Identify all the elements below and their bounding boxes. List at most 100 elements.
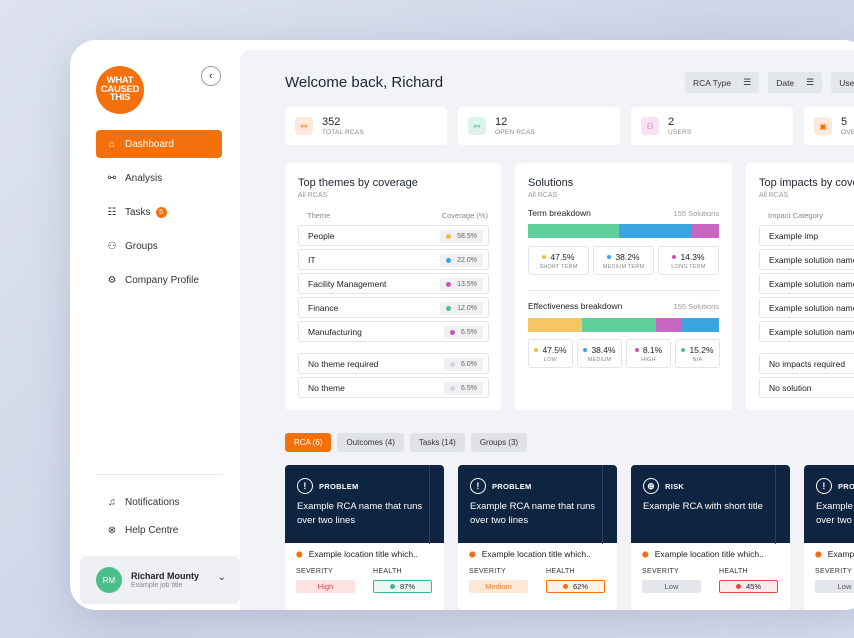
stat-icon: ⚇ <box>641 117 659 135</box>
sidebar-item-groups[interactable]: ⚇ Groups <box>96 232 222 260</box>
impact-row[interactable]: No impacts required <box>759 353 854 374</box>
coverage-pill: 12.0% <box>440 302 483 315</box>
impact-row[interactable]: Example solution name <box>759 249 854 270</box>
user-menu[interactable]: RM Richard Mounty Example job title ⌄ <box>80 556 240 604</box>
problem-icon: ! <box>297 478 313 494</box>
theme-row[interactable]: Finance 12.0% <box>298 297 489 318</box>
impact-name: Example solution name <box>769 254 854 265</box>
coverage-pill: 22.0% <box>440 254 483 267</box>
bottom-nav: ♫ Notifications ⊗ Help Centre <box>96 488 222 544</box>
filter-user[interactable]: User <box>831 72 854 93</box>
chevron-down-icon[interactable]: ⌄ <box>217 572 226 583</box>
impact-name: Example solution name <box>769 326 854 337</box>
sidebar-item-label: Groups <box>125 240 158 252</box>
rca-location: Example location title which.. <box>827 549 854 559</box>
health-value: 45% <box>745 582 761 591</box>
collapse-sidebar-button[interactable]: ‹ <box>201 66 221 86</box>
impact-row[interactable]: Example solution name <box>759 297 854 318</box>
filter-bar: RCA Type ☰ Date ☰ User <box>685 72 854 93</box>
rca-card[interactable]: ⊕ RISK Example RCA with short title ⬤ Exampl… <box>631 465 790 610</box>
rca-card[interactable]: ! PROBLEM Example RCA name that runs over … <box>804 465 854 610</box>
impact-name: Example imp <box>769 230 819 241</box>
effectiveness-bar <box>528 318 719 332</box>
legend-dot <box>681 347 686 352</box>
tab-outcomes[interactable]: Outcomes (4) <box>337 433 404 452</box>
sidebar-item-label: Analysis <box>125 172 163 184</box>
tab-tasks[interactable]: Tasks (14) <box>409 433 465 452</box>
health-badge: 62% <box>546 580 605 593</box>
brand-logo[interactable]: WHAT CAUSED THIS <box>96 66 144 114</box>
sidebar-item-dashboard[interactable]: ⌂ Dashboard <box>96 130 222 158</box>
avatar: RM <box>96 567 122 593</box>
groups-icon: ⚇ <box>107 240 117 252</box>
health-label: HEALTH <box>373 568 402 575</box>
severity-label: SEVERITY <box>469 568 507 575</box>
coverage-pill: 6.0% <box>444 358 483 371</box>
theme-row[interactable]: No theme 6.5% <box>298 377 489 398</box>
tab-groups[interactable]: Groups (3) <box>470 433 528 452</box>
tab-rca[interactable]: RCA (6) <box>285 433 332 452</box>
rca-card[interactable]: ! PROBLEM Example RCA name that runs over … <box>458 465 617 610</box>
theme-row[interactable]: Facility Management 13.5% <box>298 273 489 294</box>
coverage-value: 12.0% <box>457 305 477 312</box>
impact-name: Example solution name <box>769 302 854 313</box>
rca-type: PROBLEM <box>838 481 854 491</box>
home-icon: ⌂ <box>108 138 116 150</box>
legend-item: 38.4% MEDIUM <box>577 339 622 368</box>
legend-dot <box>542 254 547 259</box>
themes-card: Top themes by coverage All RCAS Theme Co… <box>285 163 501 410</box>
effectiveness-solution-count: 155 Solutions <box>673 302 719 311</box>
impact-column-header: Impact Category <box>768 211 824 220</box>
tasks-count-badge: 5 <box>155 206 167 218</box>
theme-row[interactable]: No theme required 6.0% <box>298 353 489 374</box>
health-value: 87% <box>399 582 415 591</box>
sidebar-item-tasks[interactable]: ☷ Tasks 5 <box>96 198 222 226</box>
rca-card[interactable]: ! PROBLEM Example RCA name that runs over … <box>285 465 444 610</box>
rca-title: Example RCA name that runs over two line… <box>297 501 423 526</box>
color-dot <box>446 282 452 287</box>
sidebar: WHAT CAUSED THIS ‹ ⌂ Dashboard ⚯ Analysis ☷ T… <box>70 40 240 610</box>
sidebar-item-help-centre[interactable]: ⊗ Help Centre <box>96 516 222 544</box>
sidebar-item-company-profile[interactable]: ⚙ Company Profile <box>96 266 222 294</box>
impact-row[interactable]: Example imp <box>759 225 854 246</box>
legend-value: 47.5% <box>542 344 567 355</box>
rca-title: Example RCA name that runs over two line… <box>816 501 854 526</box>
stat-card: ▣ 5OVERDUE <box>804 107 854 145</box>
impact-row[interactable]: Example solution name <box>759 321 854 342</box>
legend-label: HIGH <box>641 356 656 363</box>
health-badge: 87% <box>373 580 432 593</box>
legend-value: 15.2% <box>689 344 714 355</box>
coverage-value: 6.0% <box>461 361 477 368</box>
filter-date[interactable]: Date ☰ <box>768 72 823 93</box>
stat-value: 5 <box>841 116 848 128</box>
theme-row[interactable]: IT 22.0% <box>298 249 489 270</box>
color-dot <box>446 258 452 263</box>
theme-row[interactable]: People 58.5% <box>298 225 489 246</box>
sidebar-item-analysis[interactable]: ⚯ Analysis <box>96 164 222 192</box>
problem-icon: ! <box>470 478 486 494</box>
stat-card: ⚇ 2 USERS <box>631 107 793 145</box>
sidebar-item-notifications[interactable]: ♫ Notifications <box>96 488 222 516</box>
filter-rca-type[interactable]: RCA Type ☰ <box>685 72 760 93</box>
help-icon: ⊗ <box>107 524 117 536</box>
term-breakdown-title: Term breakdown <box>528 208 591 218</box>
legend-dot <box>672 254 677 259</box>
location-pin-icon: ⬤ <box>469 551 476 558</box>
legend-value: 8.1% <box>642 344 663 355</box>
color-dot <box>446 234 452 239</box>
page-title: Welcome back, Richard <box>285 74 444 91</box>
term-solution-count: 155 Solutions <box>673 209 719 218</box>
filter-label: RCA Type <box>693 77 732 88</box>
effectiveness-segment <box>528 318 583 332</box>
legend-value: 38.2% <box>615 251 640 262</box>
term-breakdown-bar <box>528 224 719 238</box>
sidebar-item-label: Tasks <box>125 206 151 218</box>
impact-row[interactable]: No solution <box>759 377 854 398</box>
legend-label: N/A <box>692 356 703 363</box>
impact-row[interactable]: Example solution name <box>759 273 854 294</box>
theme-row[interactable]: Manufacturing 6.5% <box>298 321 489 342</box>
health-label: HEALTH <box>546 568 575 575</box>
effectiveness-segment <box>681 318 719 332</box>
rca-location: Example location title which.. <box>308 549 418 559</box>
